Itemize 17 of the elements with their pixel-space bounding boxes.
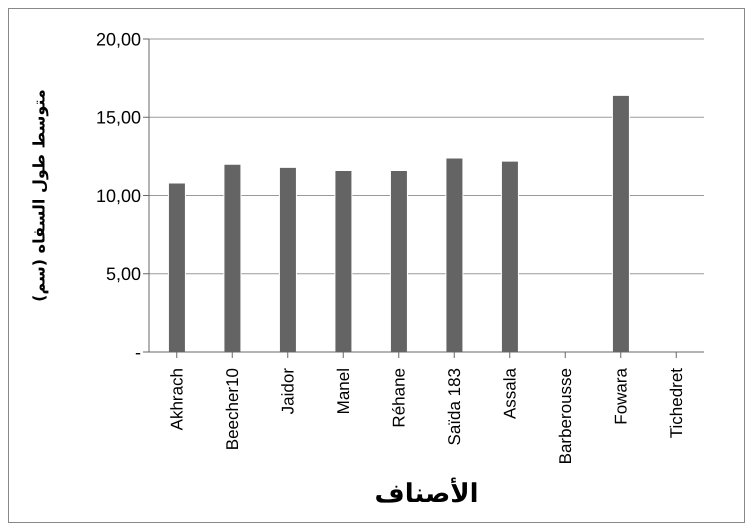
y-tick-label: 10,00 [96,186,141,206]
x-tick-label: Fowara [611,367,630,425]
x-tick-label: Beecher10 [222,368,242,450]
y-tick-label: 20,00 [96,29,141,50]
x-axis-title: الأصناف [374,477,478,509]
x-tick-label: Manel [334,368,353,414]
x-tick-label: Jaidor [278,368,298,414]
y-axis-title: متوسط طول السفاه (سم) [30,89,49,302]
x-tick-label: Tichedret [666,368,686,438]
x-tick-label: Saïda 183 [444,368,464,446]
x-tick-label: Assala [500,367,520,420]
x-tick-label: Akhrach [167,368,186,430]
x-tick-label: Réhane [389,368,408,428]
y-tick-label: - [135,342,141,362]
x-tick-label: Barberousse [556,368,575,464]
y-tick-label: 15,00 [96,108,141,128]
y-tick-label: 5,00 [106,264,141,284]
